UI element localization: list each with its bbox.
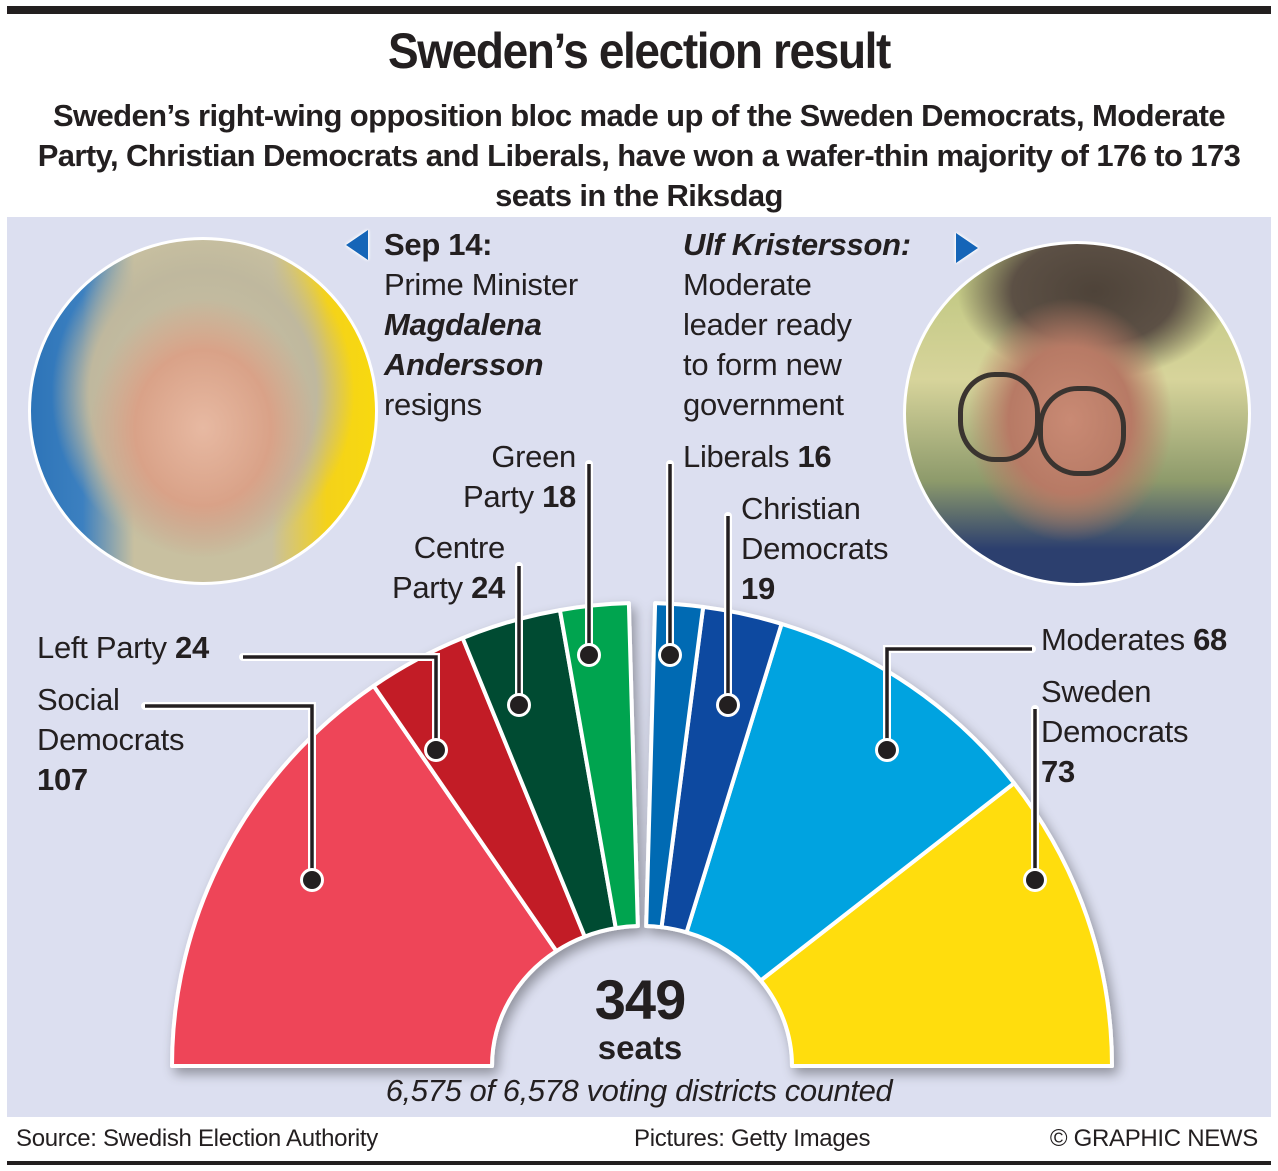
left-caption: Sep 14: Prime Minister Magdalena Anderss… [384,225,578,425]
photo-magdalena-andersson [28,237,378,585]
label-left-party: Left Party 24 [37,630,209,665]
caption-name: Ulf Kristersson: [683,227,911,262]
leader-dot-social-democrats [303,871,321,889]
photo-ulf-kristersson [903,241,1251,586]
leader-line-social-democrats [145,704,314,880]
total-seats-unit: seats [597,1029,683,1066]
arrow-left-icon [346,230,368,260]
leaders-group [141,460,1047,892]
caption-text: Moderate [683,267,812,302]
leader-dot-sweden-democrats [1026,871,1044,889]
segment-moderates [684,621,1017,983]
arrow-right-icon [956,233,978,263]
leader-dot-centre-party [510,696,528,714]
right-caption: Ulf Kristersson: Moderate leader ready t… [683,225,911,425]
leader-line-left-party [243,655,438,750]
caption-name: Andersson [384,347,544,382]
label-moderates: Moderates 68 [1041,622,1227,657]
label-green-party: Green Party 18 [462,439,576,514]
label-social-democrats: Social Democrats 107 [37,682,185,797]
leader-dot-left-party [427,741,445,759]
segment-sweden-democrats [758,781,1114,1068]
chart-title: Sweden’s election result [387,23,891,79]
caption-text: resigns [384,387,482,422]
top-rule [7,6,1271,14]
segment-social-democrats [170,683,559,1068]
label-liberals: Liberals 16 [683,439,832,474]
chart-subtitle: Sweden’s right-wing opposition bloc made… [37,98,1241,213]
leader-dot-liberals [661,646,679,664]
glasses-shape [958,372,1040,462]
caption-text: government [683,387,844,422]
segment-green-party [557,601,640,931]
caption-text: Prime Minister [384,267,578,302]
leader-dot-green-party [580,646,598,664]
footer-source: Source: Swedish Election Authority [16,1125,378,1152]
districts-counted-note: 6,575 of 6,578 voting districts counted [385,1073,893,1108]
footer-credit: © GRAPHIC NEWS [1049,1125,1258,1152]
caption-text: to form new [683,347,842,382]
caption-text: leader ready [683,307,852,342]
leader-dot-moderates [878,741,896,759]
bottom-rule [7,1161,1271,1165]
glasses-shape [1038,386,1126,476]
footer-pictures: Pictures: Getty Images [634,1125,871,1152]
total-seats-value: 349 [594,968,686,1031]
label-sweden-democrats: Sweden Democrats 73 [1041,674,1189,789]
caption-name: Magdalena [384,307,542,342]
leader-line-moderates [885,647,1032,750]
label-centre-party: Centre Party 24 [391,530,505,605]
label-christian-democrats: Christian Democrats 19 [741,491,889,606]
caption-date: Sep 14: [384,227,493,262]
leader-dot-christian-democrats [719,696,737,714]
segments-group [170,601,1114,1068]
